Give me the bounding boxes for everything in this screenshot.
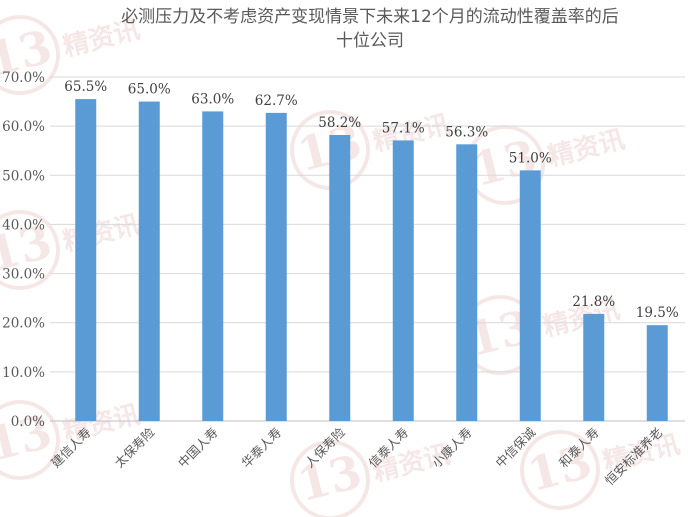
y-tick-label: 50.0% <box>2 168 45 184</box>
watermark-circle <box>0 400 60 480</box>
watermark-text: 精资讯 <box>60 15 143 63</box>
watermark-circle <box>0 15 60 95</box>
y-tick-label: 20.0% <box>2 316 45 332</box>
bar <box>138 101 160 422</box>
data-label: 19.5% <box>636 305 679 321</box>
y-tick-label: 70.0% <box>2 70 45 86</box>
data-label: 51.0% <box>509 150 552 166</box>
bar <box>392 140 414 421</box>
y-tick-label: 0.0% <box>11 414 45 430</box>
watermark-circle <box>520 430 600 510</box>
y-tick-label: 40.0% <box>2 217 45 233</box>
data-label: 21.8% <box>572 294 615 310</box>
y-axis: 0.0% 10.0% 20.0% 30.0% 40.0% 50.0% 60.0% 70.0% <box>2 70 45 430</box>
data-labels: 65.5% 65.0% 63.0% 62.7% 58.2% 57.1% 56.3% 51.0%… <box>64 79 679 321</box>
data-label: 65.5% <box>64 79 107 95</box>
data-label: 58.2% <box>318 115 361 131</box>
watermark-text: 精资讯 <box>545 125 628 173</box>
y-tick-label: 10.0% <box>2 365 45 381</box>
bar <box>456 144 478 421</box>
bar <box>202 111 224 422</box>
watermark-text: 精资讯 <box>60 210 143 258</box>
x-tick-label: 华泰人寿 <box>238 425 284 471</box>
bar <box>646 325 668 421</box>
bar <box>329 134 351 421</box>
data-label: 65.0% <box>128 82 171 98</box>
y-tick-label: 30.0% <box>2 267 45 283</box>
data-label: 63.0% <box>191 91 234 107</box>
y-tick-label: 60.0% <box>2 119 45 135</box>
data-label: 62.7% <box>255 93 298 109</box>
x-tick-label: 中国人寿 <box>175 425 221 471</box>
bar <box>75 99 97 421</box>
bars <box>75 99 668 422</box>
bar <box>265 112 287 422</box>
bar <box>583 313 605 421</box>
data-label: 56.3% <box>445 124 488 140</box>
chart-title-line-2: 十位公司 <box>336 31 404 51</box>
watermark-circle <box>0 210 60 290</box>
data-label: 57.1% <box>382 120 425 136</box>
bar <box>519 170 541 421</box>
chart-title-line-1: 必测压力及不考虑资产变现情景下未来12个月的流动性覆盖率的后 <box>121 7 619 27</box>
